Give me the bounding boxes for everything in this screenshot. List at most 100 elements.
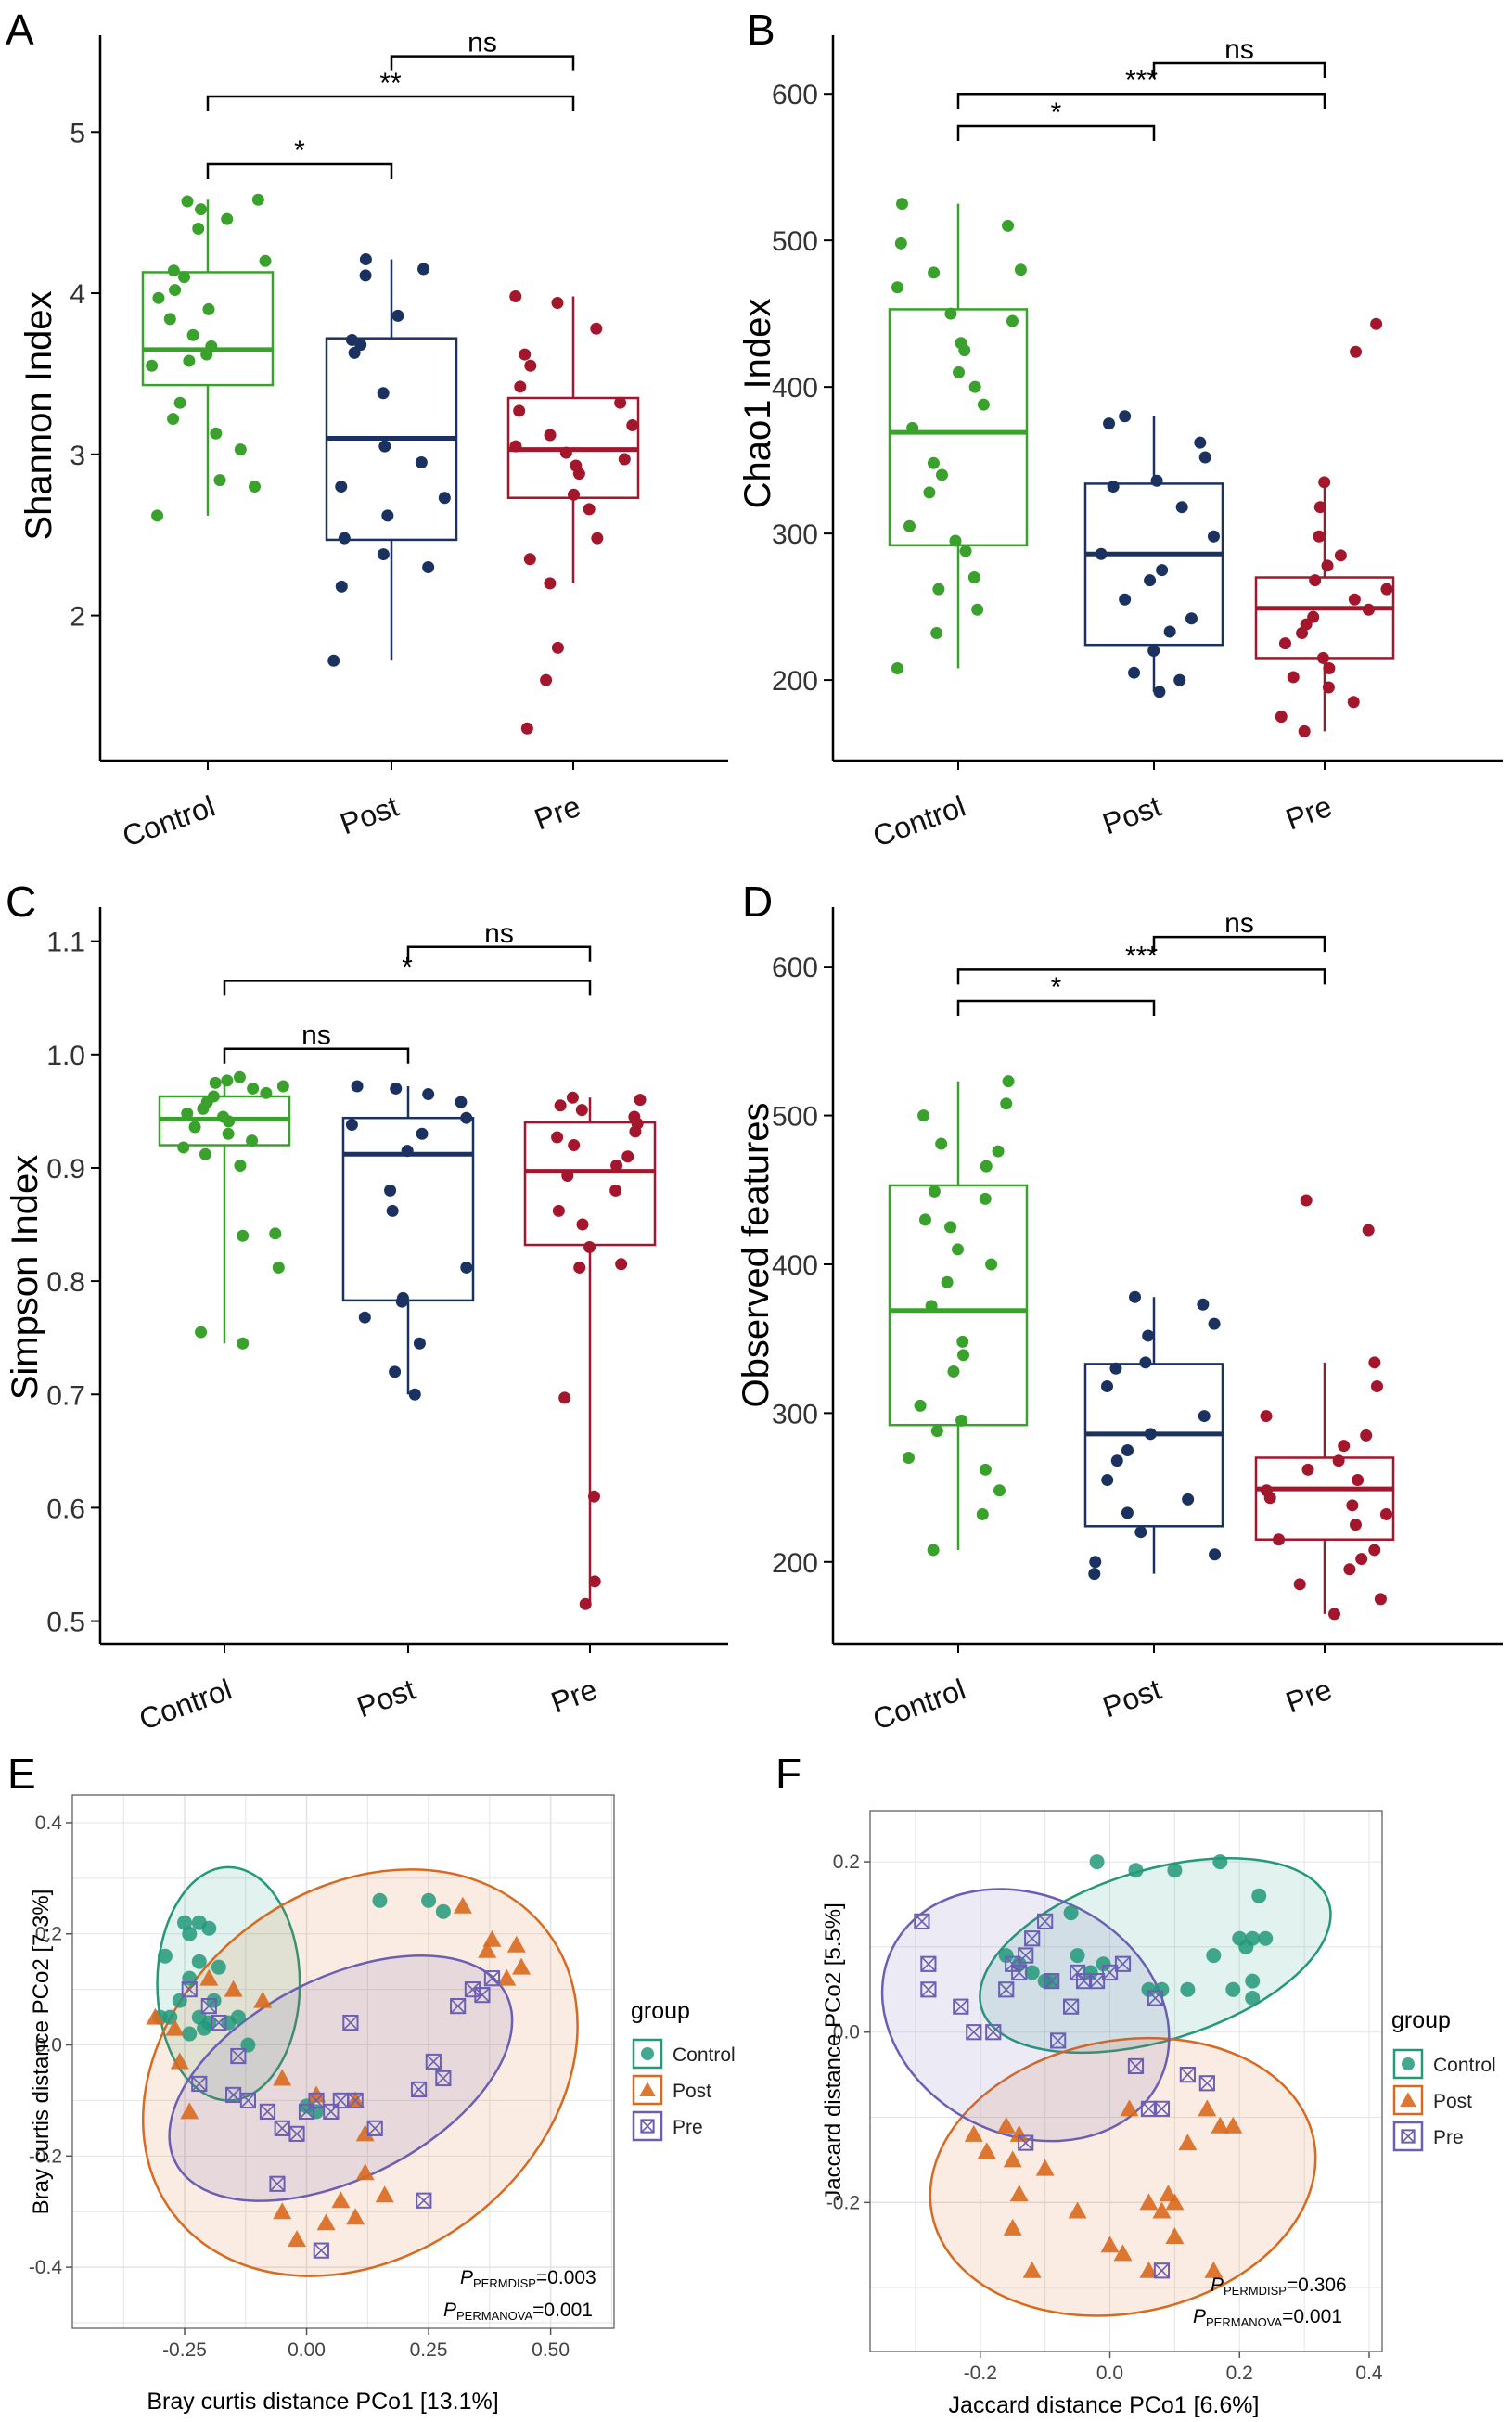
panel-f-point-pre-cross (1044, 1973, 1059, 1989)
panel-c-data-point (610, 1160, 623, 1173)
panel-b-data-point (1370, 317, 1383, 330)
panel-f-point-control (1154, 1981, 1170, 1997)
panel-a-data-point (163, 313, 176, 326)
panel-d-data-point (917, 1109, 930, 1122)
panel-b-data-point (1173, 673, 1186, 686)
panel-d-data-point (944, 1221, 957, 1234)
panel-d-data-point (941, 1275, 954, 1288)
panel-d-data-point (1374, 1593, 1387, 1606)
panel-f-point-control (1225, 1981, 1241, 1997)
panel-e-ellipse-post (142, 1868, 579, 2277)
panel-a-data-point (519, 348, 532, 361)
panel-f-point-pre (1147, 1990, 1164, 2006)
panel-e-point-pre-box (269, 2175, 286, 2192)
panel-c-data-point (413, 1337, 426, 1350)
panel-b-ytick-label: 600 (772, 80, 818, 110)
panel-e-point-pre (483, 1970, 501, 1987)
panel-e-point-pre (298, 2103, 315, 2121)
panel-e-permdisp: PPERMDISP=0.003 (460, 2267, 596, 2290)
panel-f-point-post (1165, 2227, 1185, 2245)
panel-a-data-point (544, 429, 557, 442)
panel-b-significance-label: *** (1125, 65, 1158, 96)
panel-f-point-pre-cross (1141, 2101, 1157, 2117)
panel-f-point-pre-cross (920, 1981, 937, 1997)
panel-f-point-pre-box (1153, 2262, 1171, 2279)
panel-e-point-pre (259, 2103, 276, 2121)
panel-f-point-post (1139, 2261, 1159, 2278)
panel-b-data-point (1119, 410, 1132, 423)
panel-a-data-point (551, 296, 564, 309)
panel-e-permanova-sub: PERMANOVA (456, 2309, 532, 2323)
panel-f-point-control (1167, 1863, 1183, 1878)
panel-e-point-post (506, 1935, 526, 1953)
panel-a-data-point (335, 481, 348, 493)
panel-d-data-point (1349, 1519, 1362, 1531)
panel-e-legend-label-post: Post (673, 2081, 711, 2102)
panel-f-legend-symbol-pre-cross (1401, 2129, 1416, 2144)
panel-f-point-post (1120, 2099, 1139, 2117)
panel-b-data-point (891, 281, 903, 294)
panel-a-data-point (151, 509, 164, 522)
panel-a-data-point (520, 722, 533, 735)
panel-f-legend-key-pre (1392, 2121, 1424, 2152)
panel-f-point-pre-cross (1199, 2075, 1215, 2091)
panel-b-ylabel: Chao1 Index (737, 299, 778, 509)
panel-d-significance-label: *** (1125, 941, 1158, 971)
panel-c-data-point (389, 1365, 402, 1378)
panel-d-significance-label: ns (1224, 908, 1254, 939)
panel-e-legend-label-control: Control (673, 2044, 736, 2066)
panel-a-data-point (152, 291, 165, 304)
panel-f-point-pre (998, 1981, 1015, 1998)
panel-f-point-pre-cross (1128, 2058, 1144, 2074)
panel-e-point-pre-cross (182, 1981, 198, 1997)
panel-d-data-point (1139, 1356, 1152, 1369)
panel-c-ytick-label: 0.7 (46, 1380, 85, 1411)
panel-d-significance-label: * (1051, 972, 1062, 1003)
panel-a-data-point (626, 419, 639, 432)
panel-e-point-control (197, 2020, 212, 2036)
panel-d-ytick-label: 500 (772, 1102, 818, 1133)
panel-e-point-post (253, 1991, 273, 2008)
panel-b-ytick-label: 300 (772, 519, 818, 550)
panel-a-ytick-label: 5 (70, 118, 85, 148)
panel-f-point-post (1152, 2201, 1172, 2219)
panel-b-data-point (967, 571, 980, 584)
panel-a-ytick-label: 4 (70, 279, 85, 310)
panel-b-data-point (1153, 686, 1166, 698)
panel-c-data-point (237, 1337, 250, 1350)
panel-a-significance-bracket (206, 95, 575, 112)
panel-b-data-point (891, 661, 903, 674)
panel-e-point-control (172, 1993, 187, 2008)
panel-c-data-point (358, 1311, 371, 1324)
panel-d-data-point (1368, 1544, 1381, 1557)
panel-d-data-point (1110, 1454, 1123, 1467)
panel-f-point-pre-box (1179, 2067, 1196, 2083)
panel-c-ytick-label: 1.0 (46, 1041, 85, 1071)
panel-e-permdisp-value: =0.003 (536, 2267, 596, 2288)
panel-d-box-pre (1254, 1456, 1395, 1541)
panel-b-data-point (953, 365, 966, 378)
panel-c-label: C (6, 878, 36, 926)
panel-f-grid (870, 1811, 1382, 2352)
panel-d-data-point (902, 1451, 915, 1464)
panel-a-data-point (200, 348, 213, 361)
panel-d-data-point (985, 1258, 998, 1271)
panel-a-data-point (591, 532, 604, 545)
panel-f-point-pre-cross (1018, 1947, 1033, 1964)
panel-d-data-point (918, 1213, 931, 1226)
panel-d-data-point (1121, 1506, 1134, 1519)
panel-e-point-pre-cross (474, 1987, 491, 2003)
panel-f-permanova-sub: PERMANOVA (1206, 2315, 1282, 2329)
panel-e-xtick-label: 0.00 (288, 2339, 326, 2361)
panel-d-data-point (976, 1507, 989, 1520)
panel-f-point-pre (985, 2024, 1002, 2041)
panel-e-point-pre (230, 2047, 247, 2065)
panel-e-point-post (224, 1980, 243, 1997)
panel-e-point-post (453, 1896, 472, 1914)
panel-b-data-point (932, 583, 945, 596)
panel-f-point-pre-cross (1005, 1956, 1020, 1972)
panel-f-xtick-label: 0.0 (1096, 2363, 1123, 2384)
panel-f-point-control (1206, 1948, 1222, 1964)
panel-e-grid (72, 1795, 614, 2328)
panel-b-data-point (1150, 474, 1163, 487)
